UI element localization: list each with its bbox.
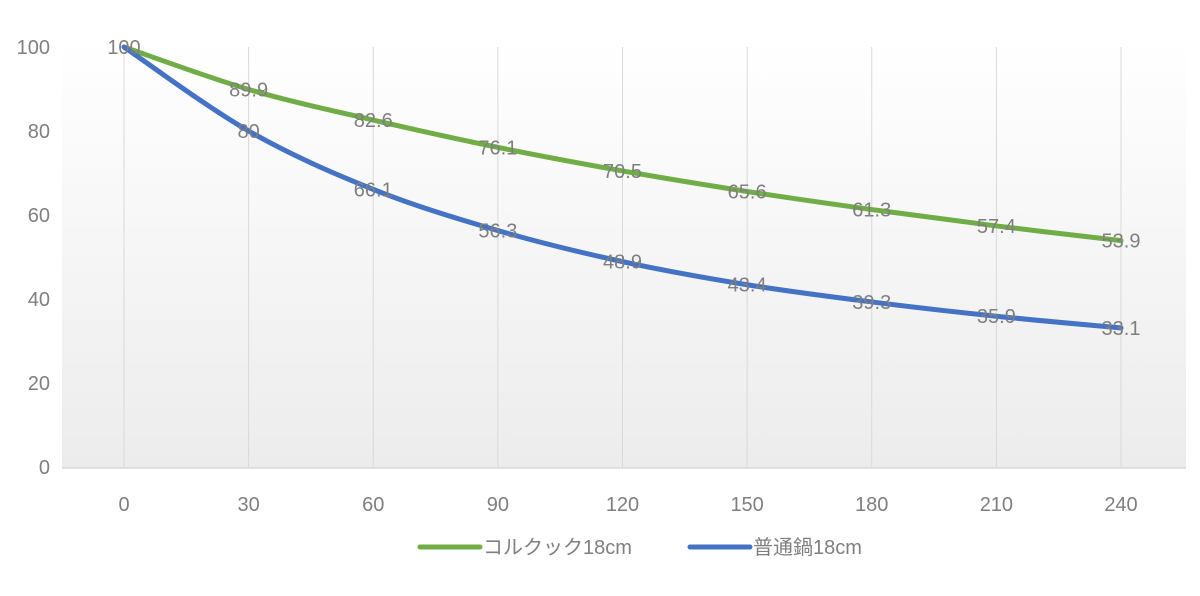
x-tick-label: 120 xyxy=(606,494,639,516)
y-tick-label: 60 xyxy=(28,205,50,227)
series-line-0 xyxy=(121,44,1124,244)
plot-area xyxy=(62,40,1186,468)
y-tick-label: 20 xyxy=(28,373,50,395)
data-label: 57.4 xyxy=(977,216,1016,238)
data-label: 53.9 xyxy=(1102,231,1141,253)
data-label: 65.6 xyxy=(728,181,767,203)
x-tick-label: 90 xyxy=(487,494,509,516)
data-label: 39.3 xyxy=(852,292,891,314)
legend-label: コルクック18cm xyxy=(483,536,632,559)
x-tick-label: 30 xyxy=(238,494,260,516)
data-label: 100 xyxy=(107,37,140,59)
data-label: 89.9 xyxy=(229,79,268,101)
data-label: 61.3 xyxy=(852,200,891,222)
data-label: 35.9 xyxy=(977,306,1016,328)
x-tick-label: 210 xyxy=(980,494,1013,516)
y-tick-label: 100 xyxy=(17,37,50,59)
x-tick-label: 180 xyxy=(855,494,888,516)
x-tick-label: 240 xyxy=(1104,494,1137,516)
data-label: 43.4 xyxy=(728,275,767,297)
x-tick-label: 150 xyxy=(730,494,763,516)
data-label: 80 xyxy=(238,121,260,143)
data-label: 48.9 xyxy=(603,252,642,274)
x-tick-label: 0 xyxy=(118,494,129,516)
data-label: 66.1 xyxy=(354,179,393,201)
data-label: 76.1 xyxy=(478,137,517,159)
x-tick-label: 60 xyxy=(362,494,384,516)
data-label: 56.3 xyxy=(478,221,517,243)
series-line-1 xyxy=(121,44,1124,331)
data-label: 82.6 xyxy=(354,110,393,132)
data-label: 33.1 xyxy=(1102,318,1141,340)
legend-label: 普通鍋18cm xyxy=(753,536,862,559)
y-tick-label: 0 xyxy=(39,457,50,479)
y-tick-label: 80 xyxy=(28,121,50,143)
data-label: 70.5 xyxy=(603,161,642,183)
y-tick-label: 40 xyxy=(28,289,50,311)
